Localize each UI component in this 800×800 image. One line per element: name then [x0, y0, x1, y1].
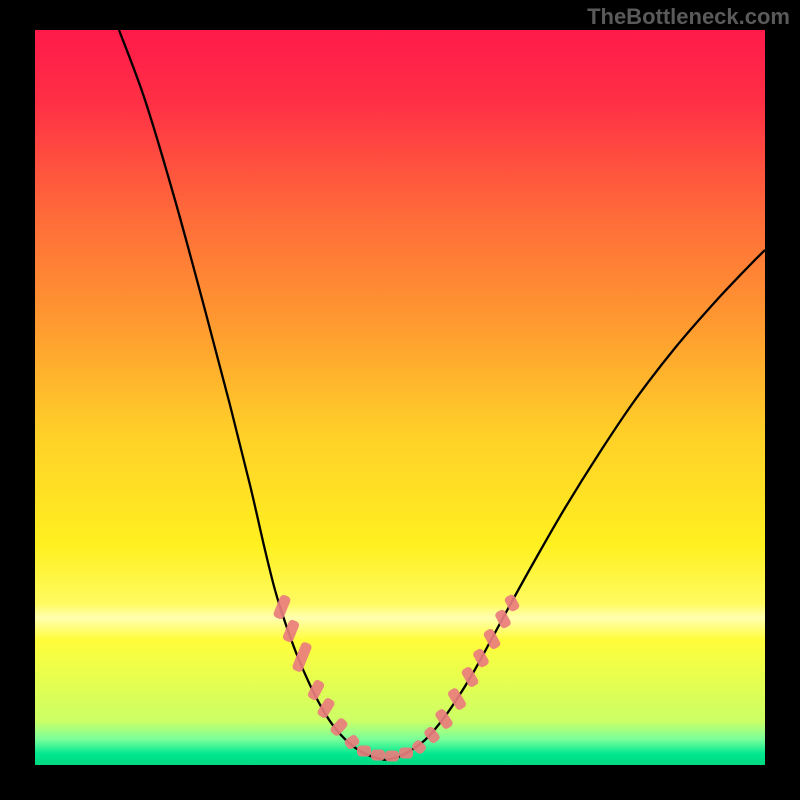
- marker-dot: [357, 746, 371, 757]
- chart-svg: [35, 30, 765, 765]
- marker-dot: [447, 687, 468, 711]
- marker-dot: [423, 725, 442, 744]
- marker-dot: [482, 628, 501, 651]
- watermark-text: TheBottleneck.com: [587, 4, 790, 30]
- curve-left: [119, 30, 385, 760]
- curve-right: [385, 250, 765, 760]
- marker-dot: [503, 593, 520, 612]
- marker-dot: [494, 608, 512, 629]
- marker-dot: [371, 750, 385, 761]
- marker-dot: [460, 666, 480, 689]
- marker-dot: [272, 594, 291, 620]
- marker-dot: [316, 697, 336, 720]
- plot-area: [35, 30, 765, 765]
- marker-dot: [329, 717, 349, 738]
- marker-dot: [399, 748, 413, 759]
- marker-group: [272, 593, 520, 761]
- marker-dot: [385, 751, 399, 762]
- marker-dot: [472, 647, 491, 668]
